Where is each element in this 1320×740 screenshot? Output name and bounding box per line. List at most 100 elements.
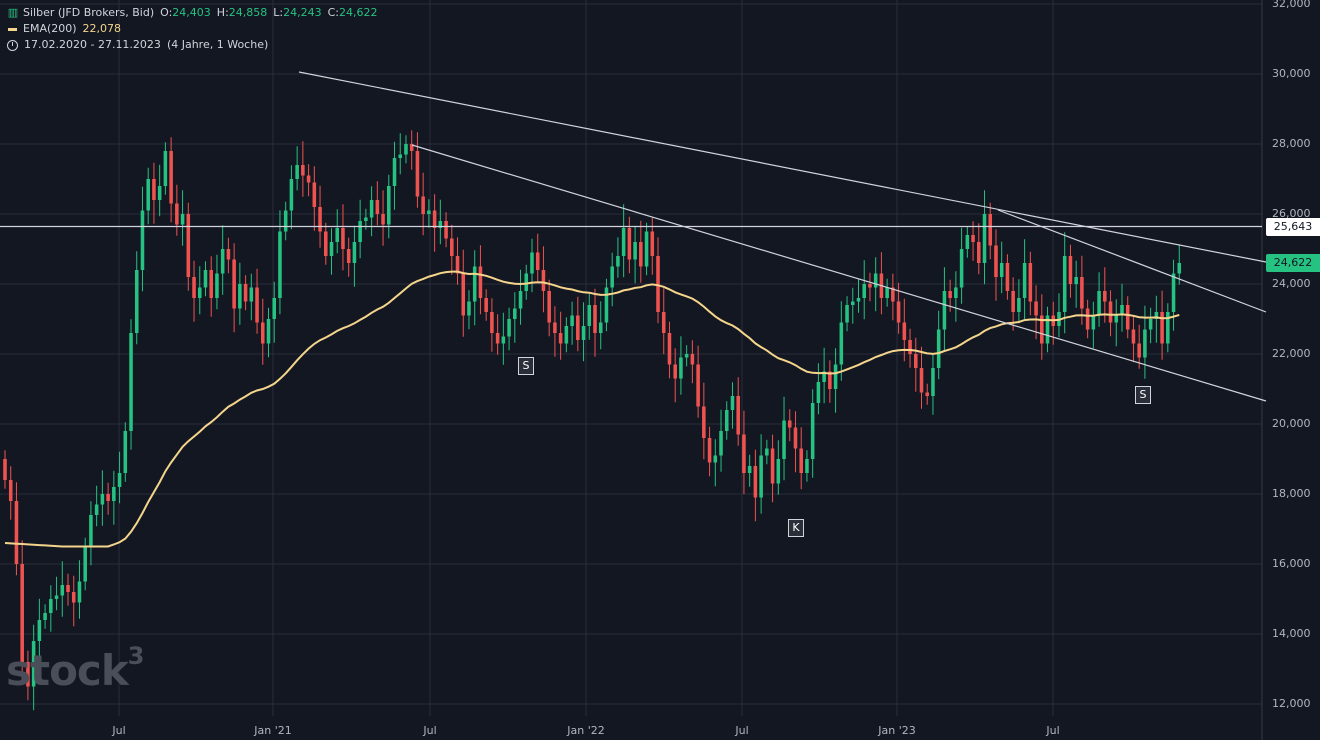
- candle-body: [1143, 329, 1147, 358]
- candle-body: [696, 364, 700, 407]
- candle-body: [765, 448, 769, 456]
- marker-k[interactable]: K: [788, 519, 804, 537]
- candle-body: [1034, 301, 1038, 316]
- candle-body: [833, 364, 838, 389]
- last-price-tag: 24,622: [1266, 254, 1320, 272]
- candle-body: [335, 228, 340, 242]
- candle-body: [83, 546, 87, 582]
- candle-body: [982, 214, 987, 263]
- chart-legend: ▥ Silber (JFD Brokers, Bid) O: 24,403 H:…: [6, 5, 378, 53]
- candle-body: [891, 287, 895, 302]
- candle-body: [747, 466, 752, 473]
- candle-body: [627, 228, 632, 260]
- candle-body: [1022, 263, 1027, 298]
- candle-body: [547, 291, 551, 323]
- candle-body: [1103, 291, 1107, 302]
- candle-body: [404, 144, 408, 155]
- candle-body: [260, 322, 265, 344]
- candle-body: [392, 158, 397, 186]
- candle-body: [908, 340, 912, 354]
- candle-body: [759, 455, 763, 498]
- candle-body: [873, 273, 878, 288]
- candle-body: [799, 448, 803, 473]
- candle-body: [673, 364, 677, 379]
- y-tick-label: 30,000: [1272, 67, 1311, 80]
- candle-body: [358, 221, 362, 242]
- candle-body: [295, 165, 299, 179]
- candle-body: [117, 473, 122, 487]
- candle-body: [1028, 263, 1033, 302]
- y-tick-label: 24,000: [1272, 277, 1311, 290]
- candle-body: [730, 396, 735, 410]
- candle-body: [724, 410, 729, 431]
- open-value: 24,403: [172, 6, 211, 19]
- candle-body: [839, 322, 844, 365]
- y-tick-label: 26,000: [1272, 207, 1311, 220]
- candle-body: [770, 448, 775, 484]
- candle-body: [100, 494, 105, 505]
- candle-body: [238, 284, 242, 309]
- ema-value: 22,078: [82, 22, 122, 35]
- y-tick-label: 20,000: [1272, 417, 1311, 430]
- candle-body: [123, 431, 128, 473]
- candle-body: [71, 592, 76, 603]
- candle-body: [272, 298, 276, 319]
- candle-body: [656, 256, 660, 312]
- candle-body: [530, 252, 534, 274]
- candle-body: [702, 406, 706, 438]
- candle-body: [558, 333, 563, 344]
- candle-body: [444, 221, 448, 239]
- candle-body: [507, 319, 511, 337]
- candle-body: [621, 228, 626, 256]
- candle-body: [856, 298, 861, 302]
- candle-body: [541, 270, 546, 291]
- candle-body: [587, 305, 592, 326]
- candle-body: [553, 322, 557, 333]
- candle-body: [616, 256, 620, 267]
- candle-body: [959, 249, 964, 288]
- candle-body: [999, 263, 1004, 277]
- candle-body: [215, 273, 219, 298]
- marker-s-2[interactable]: S: [1135, 386, 1151, 404]
- candle-body: [472, 266, 477, 302]
- y-tick-label: 32,000: [1272, 0, 1311, 10]
- candle-body: [324, 231, 328, 256]
- candle-body: [1005, 263, 1010, 291]
- candle-body: [1108, 301, 1113, 323]
- candle-body: [266, 319, 271, 344]
- candle-body: [461, 273, 466, 316]
- candle-body: [146, 179, 150, 211]
- candle-body: [684, 354, 689, 358]
- legend-range-row: 17.02.2020 - 27.11.2023 (4 Jahre, 1 Woch…: [6, 37, 378, 53]
- candle-body: [639, 242, 643, 267]
- candle-body: [220, 249, 225, 274]
- candle-body: [186, 214, 191, 277]
- candle-body: [232, 259, 236, 309]
- candle-body: [369, 200, 374, 218]
- clock-icon: [7, 39, 18, 51]
- x-tick-label: Jan '23: [878, 724, 916, 737]
- candle-body: [1166, 312, 1170, 344]
- candle-body: [753, 466, 758, 498]
- candle-body: [415, 151, 420, 197]
- ema-swatch-icon: [8, 27, 17, 31]
- candle-body: [450, 238, 454, 256]
- candlestick-series: [3, 130, 1182, 711]
- candle-body: [112, 487, 116, 501]
- candle-body: [54, 595, 59, 599]
- x-tick-label: Jul: [112, 724, 126, 737]
- stock3-logo: stock3: [6, 642, 144, 695]
- resistance-price-tag: 25,643: [1266, 218, 1320, 236]
- candle-body: [850, 301, 855, 305]
- bar-chart-icon: ▥: [7, 6, 19, 19]
- trend-lines: [0, 71, 1267, 402]
- candle-body: [432, 210, 437, 228]
- marker-s-1[interactable]: S: [518, 357, 534, 375]
- candle-body: [490, 312, 494, 333]
- candle-body: [971, 235, 975, 242]
- candle-body: [226, 249, 231, 260]
- candle-body: [49, 599, 53, 613]
- candle-body: [14, 501, 19, 564]
- candle-body: [381, 214, 385, 225]
